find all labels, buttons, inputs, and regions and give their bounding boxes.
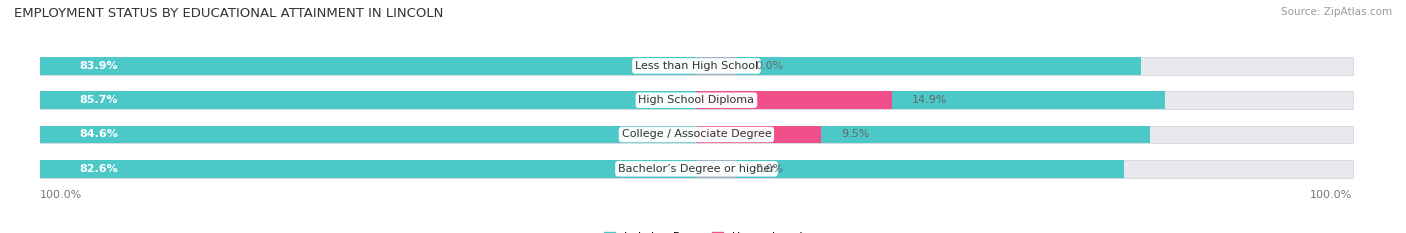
Bar xyxy=(696,57,735,75)
Text: 0.0%: 0.0% xyxy=(755,61,783,71)
Bar xyxy=(41,160,1353,178)
Text: 82.6%: 82.6% xyxy=(80,164,118,174)
Text: Bachelor’s Degree or higher: Bachelor’s Degree or higher xyxy=(619,164,775,174)
Bar xyxy=(41,57,1353,75)
Text: 0.0%: 0.0% xyxy=(755,164,783,174)
Text: 9.5%: 9.5% xyxy=(841,130,869,140)
Bar xyxy=(696,160,735,178)
Bar xyxy=(41,57,1142,75)
Text: Source: ZipAtlas.com: Source: ZipAtlas.com xyxy=(1281,7,1392,17)
Text: College / Associate Degree: College / Associate Degree xyxy=(621,130,772,140)
Bar xyxy=(41,126,1353,143)
Bar xyxy=(41,160,1125,178)
Text: 85.7%: 85.7% xyxy=(80,95,118,105)
Legend: In Labor Force, Unemployed: In Labor Force, Unemployed xyxy=(603,232,803,233)
Text: 83.9%: 83.9% xyxy=(80,61,118,71)
Text: High School Diploma: High School Diploma xyxy=(638,95,755,105)
Text: 84.6%: 84.6% xyxy=(80,130,118,140)
Bar xyxy=(41,91,1353,109)
Bar xyxy=(41,91,1166,109)
Text: Less than High School: Less than High School xyxy=(636,61,758,71)
Bar xyxy=(696,91,891,109)
Text: 100.0%: 100.0% xyxy=(41,190,83,200)
Text: 100.0%: 100.0% xyxy=(1310,190,1353,200)
Bar xyxy=(41,126,1150,143)
Bar xyxy=(696,126,821,143)
Text: 14.9%: 14.9% xyxy=(911,95,948,105)
Text: EMPLOYMENT STATUS BY EDUCATIONAL ATTAINMENT IN LINCOLN: EMPLOYMENT STATUS BY EDUCATIONAL ATTAINM… xyxy=(14,7,443,20)
